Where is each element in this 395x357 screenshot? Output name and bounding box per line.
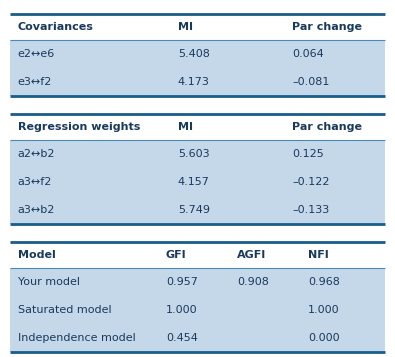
Text: –0.122: –0.122	[292, 177, 330, 187]
Text: Covariances: Covariances	[18, 22, 94, 32]
Text: 1.000: 1.000	[308, 305, 340, 315]
Text: –0.133: –0.133	[292, 205, 329, 215]
Text: 0.125: 0.125	[292, 149, 324, 159]
Text: Model: Model	[18, 250, 56, 260]
Text: MI: MI	[178, 122, 193, 132]
Text: Independence model: Independence model	[18, 333, 135, 343]
Text: a2↔b2: a2↔b2	[18, 149, 55, 159]
Bar	[10, 40, 385, 96]
Text: 5.603: 5.603	[178, 149, 209, 159]
Text: 4.173: 4.173	[178, 77, 210, 87]
Text: 5.749: 5.749	[178, 205, 210, 215]
Text: e3↔f2: e3↔f2	[18, 77, 52, 87]
Text: Saturated model: Saturated model	[18, 305, 111, 315]
Text: a3↔b2: a3↔b2	[18, 205, 55, 215]
Text: 5.408: 5.408	[178, 49, 210, 59]
Text: 0.064: 0.064	[292, 49, 324, 59]
Text: NFI: NFI	[308, 250, 329, 260]
Text: Par change: Par change	[292, 122, 362, 132]
Text: Par change: Par change	[292, 22, 362, 32]
Text: 0.000: 0.000	[308, 333, 340, 343]
Text: MI: MI	[178, 22, 193, 32]
Text: 0.957: 0.957	[166, 277, 198, 287]
Text: 1.000: 1.000	[166, 305, 198, 315]
Text: e2↔e6: e2↔e6	[18, 49, 55, 59]
Text: 0.968: 0.968	[308, 277, 340, 287]
Text: –0.081: –0.081	[292, 77, 330, 87]
Text: Regression weights: Regression weights	[18, 122, 140, 132]
Text: 0.454: 0.454	[166, 333, 198, 343]
Bar	[10, 140, 385, 224]
Text: GFI: GFI	[166, 250, 186, 260]
Text: Your model: Your model	[18, 277, 80, 287]
Text: AGFI: AGFI	[237, 250, 266, 260]
Text: 0.908: 0.908	[237, 277, 269, 287]
Bar	[10, 268, 385, 352]
Text: a3↔f2: a3↔f2	[18, 177, 52, 187]
Text: 4.157: 4.157	[178, 177, 210, 187]
